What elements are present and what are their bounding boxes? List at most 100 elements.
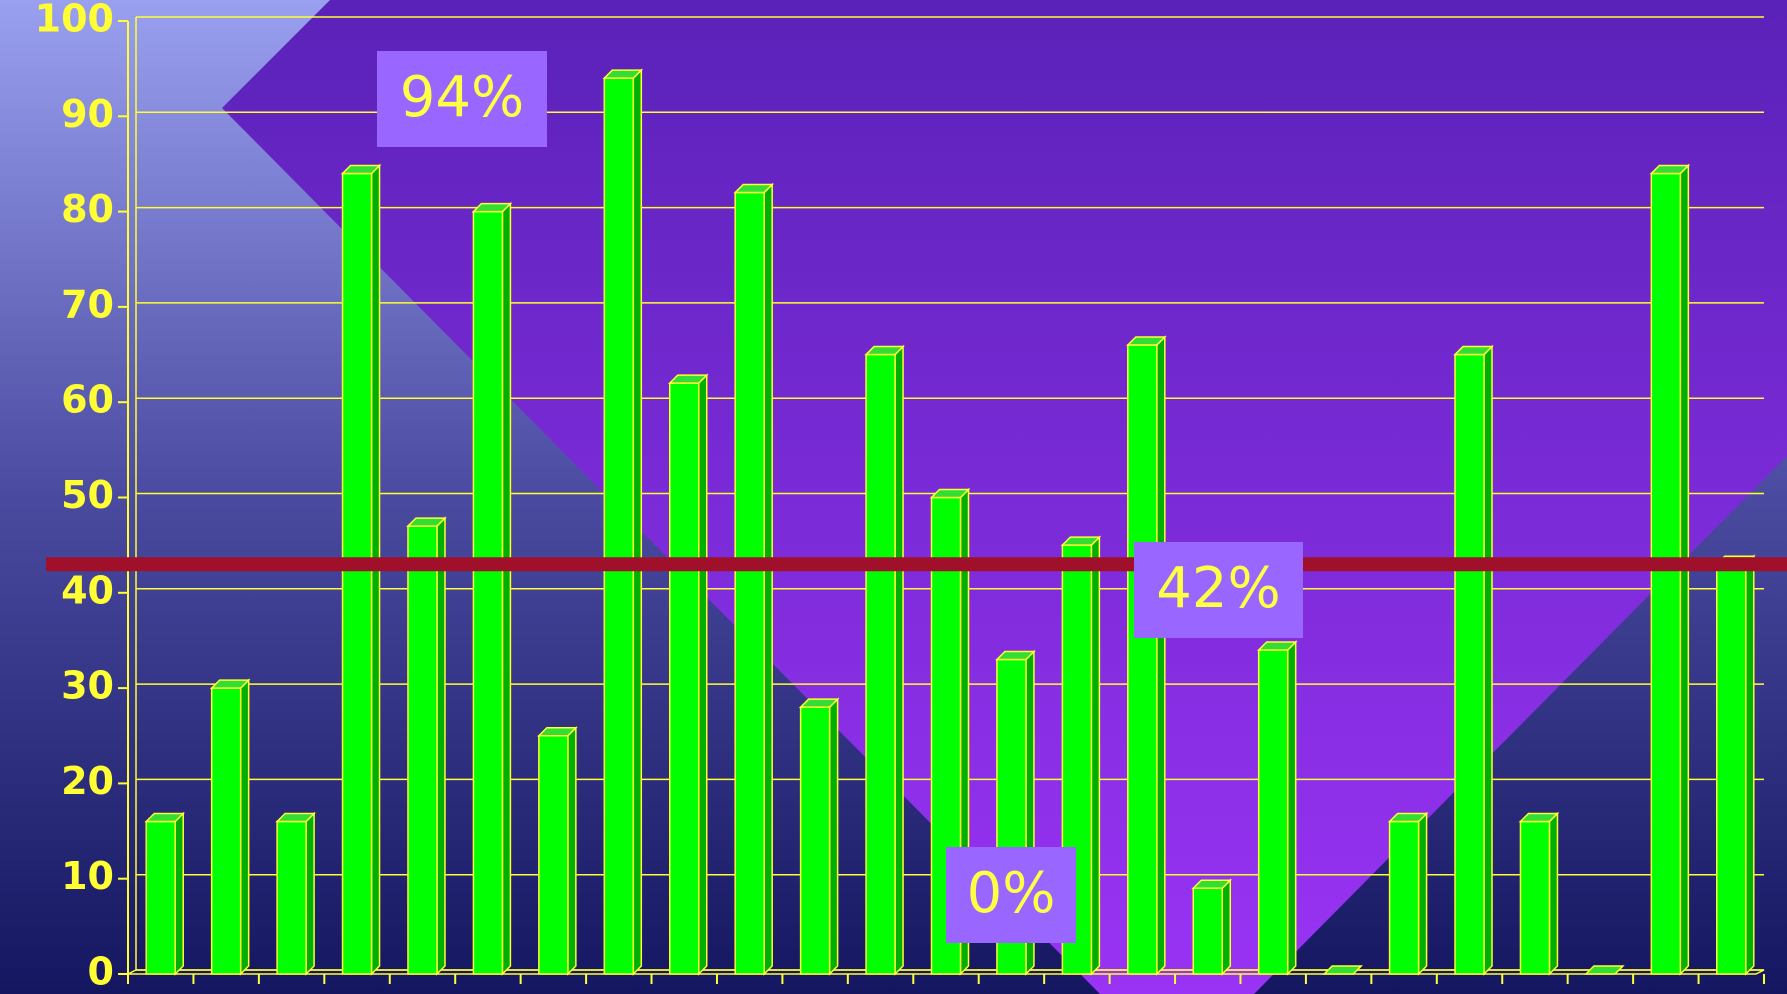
bar-side <box>632 68 643 976</box>
bar-side <box>567 725 577 976</box>
bar-top <box>144 812 186 823</box>
y-tick-label: 10 <box>61 854 114 898</box>
y-tick-label: 90 <box>61 92 114 136</box>
bar-front <box>1519 820 1551 975</box>
bar-top <box>1322 965 1363 975</box>
bar <box>864 344 905 976</box>
bar-side <box>174 811 184 976</box>
bar-front <box>1716 563 1747 975</box>
bar <box>1584 965 1625 975</box>
bar-top <box>864 345 905 356</box>
bar-front <box>472 210 504 975</box>
y-tick-label: 60 <box>61 378 114 422</box>
bar-side <box>697 373 708 976</box>
annotation-box <box>946 847 1076 943</box>
bar <box>275 811 316 976</box>
bar <box>798 697 840 976</box>
annotation-box <box>377 51 547 147</box>
annotation-box <box>1134 542 1303 638</box>
bar-side <box>436 516 446 976</box>
bar-side <box>828 697 839 976</box>
bar-front <box>1127 344 1158 975</box>
bar-top <box>1126 336 1167 346</box>
bar-top <box>406 517 447 527</box>
bar <box>1387 811 1429 976</box>
bar-top <box>995 650 1036 661</box>
bar-top <box>209 679 251 689</box>
bar-top <box>1649 164 1691 175</box>
bar-top <box>340 164 382 175</box>
bar-side <box>1745 554 1755 976</box>
bar-top <box>1387 812 1429 823</box>
bar <box>1518 811 1560 976</box>
bar-top <box>275 812 316 823</box>
bar-top <box>1060 536 1102 546</box>
bar <box>1714 554 1756 976</box>
bar-front <box>1650 172 1682 975</box>
bar-front <box>341 172 373 975</box>
bar-side <box>239 678 250 976</box>
bar-side <box>763 182 773 976</box>
bar-top <box>733 183 774 194</box>
bar <box>733 182 774 976</box>
y-tick-label: 70 <box>61 282 114 326</box>
bar-side <box>1548 811 1559 976</box>
bar <box>1453 344 1494 976</box>
bar-front <box>603 77 635 975</box>
y-tick-label: 80 <box>61 187 114 231</box>
bar-side <box>1090 535 1101 976</box>
bar-side <box>894 344 904 976</box>
bar-top <box>1256 641 1298 651</box>
bar <box>602 68 644 976</box>
y-tick-label: 40 <box>61 568 114 612</box>
bar-front <box>865 353 896 975</box>
bar-front <box>1388 820 1420 975</box>
annotation: 94% <box>400 65 524 130</box>
bar-front <box>668 382 700 975</box>
y-tick-label: 50 <box>61 473 114 517</box>
bar-top <box>1518 812 1560 823</box>
bar-top <box>1584 965 1625 975</box>
bar-side <box>501 201 512 976</box>
bar-side <box>1483 344 1493 976</box>
bar <box>144 811 186 976</box>
bar <box>1322 965 1363 975</box>
bar-front <box>210 687 242 975</box>
bar-top <box>798 698 840 708</box>
bar-top <box>929 488 971 499</box>
annotation: 42% <box>1156 556 1280 621</box>
annotation: 0% <box>967 861 1056 926</box>
bar-top <box>1453 345 1494 356</box>
bar-front <box>799 706 831 975</box>
bar-front <box>734 191 765 975</box>
bar <box>340 163 382 976</box>
bar-top <box>602 69 644 79</box>
y-tick-label: 0 <box>88 950 114 994</box>
bar <box>1256 640 1298 976</box>
y-tick-label: 30 <box>61 664 114 708</box>
bar-front <box>538 735 569 975</box>
bar <box>406 516 447 976</box>
y-tick-label: 20 <box>61 759 114 803</box>
bar-side <box>1417 811 1428 976</box>
bar-front <box>145 820 176 975</box>
bar <box>471 201 513 976</box>
bar <box>1191 878 1233 976</box>
bar-front <box>276 820 307 975</box>
bar <box>537 725 578 976</box>
bar-side <box>305 811 315 976</box>
bar-front <box>1192 887 1224 975</box>
bar <box>667 373 709 976</box>
bar-top <box>471 202 513 213</box>
bar <box>1649 163 1691 976</box>
bar <box>209 678 251 976</box>
bar-top <box>667 374 709 384</box>
bar-front <box>407 525 438 975</box>
bar-side <box>1156 335 1166 976</box>
bar-side <box>1286 640 1297 976</box>
bar <box>1126 335 1167 976</box>
bar-top <box>1191 879 1233 889</box>
bar-side <box>1221 878 1232 976</box>
bar-top <box>537 727 578 737</box>
